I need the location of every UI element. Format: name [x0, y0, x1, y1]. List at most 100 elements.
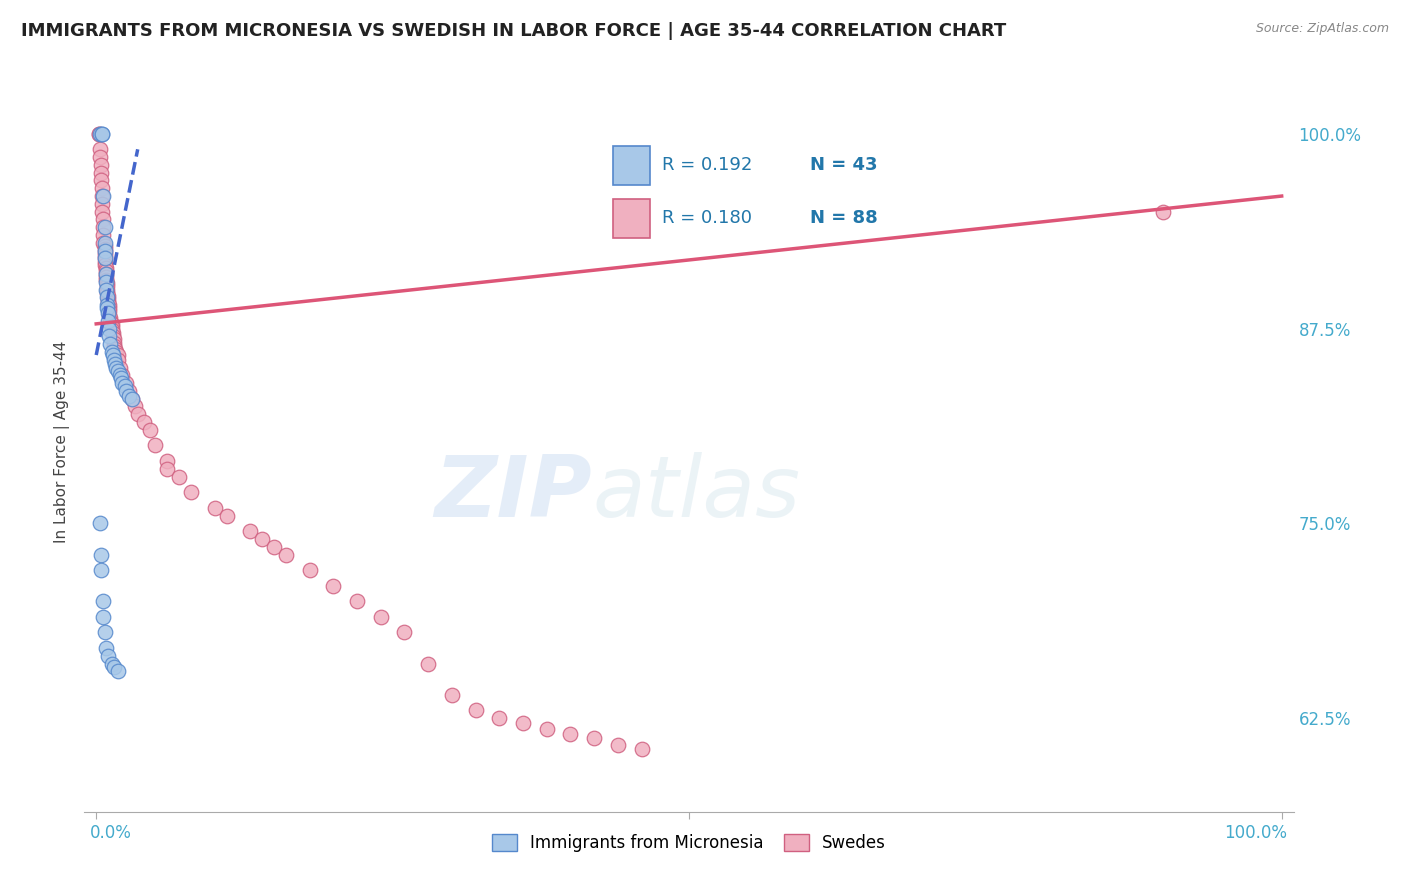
Point: [90, 548, 112, 562]
Point: [418, 657, 440, 671]
Point: [93, 235, 115, 250]
Point: [94, 267, 117, 281]
Point: [250, 532, 273, 546]
Text: atlas: atlas: [592, 452, 800, 535]
Point: [108, 368, 131, 383]
Point: [124, 400, 146, 414]
Point: [96, 277, 118, 291]
Point: [115, 376, 138, 390]
Point: [89, 150, 111, 164]
Point: [94, 264, 117, 278]
Point: [89, 127, 111, 141]
Point: [101, 326, 124, 341]
Point: [215, 508, 238, 523]
Point: [298, 563, 321, 577]
Point: [93, 245, 115, 260]
Point: [91, 127, 114, 141]
Point: [96, 298, 118, 312]
Point: [93, 242, 115, 256]
Point: [239, 524, 262, 538]
Point: [94, 270, 117, 285]
Y-axis label: In Labor Force | Age 35-44: In Labor Force | Age 35-44: [55, 341, 70, 542]
Point: [104, 342, 127, 356]
Point: [132, 415, 155, 429]
Point: [100, 310, 122, 325]
Point: [110, 371, 132, 385]
Text: 0.0%: 0.0%: [90, 824, 132, 842]
Point: [101, 329, 124, 343]
Point: [630, 742, 652, 756]
Point: [274, 548, 297, 562]
Point: [94, 273, 117, 287]
Point: [100, 314, 122, 328]
Point: [91, 204, 114, 219]
Point: [100, 337, 122, 351]
Point: [105, 345, 128, 359]
Point: [108, 360, 131, 375]
Point: [97, 289, 120, 303]
Point: [488, 711, 510, 725]
Point: [97, 292, 120, 306]
Point: [93, 258, 115, 272]
Point: [87, 127, 110, 141]
Point: [121, 392, 143, 406]
Point: [103, 333, 125, 347]
Point: [111, 376, 134, 390]
Point: [93, 239, 115, 253]
Point: [97, 295, 120, 310]
Point: [104, 358, 127, 372]
Point: [100, 323, 122, 337]
Point: [536, 722, 558, 736]
Point: [121, 392, 143, 406]
Point: [90, 563, 112, 577]
Text: ZIP: ZIP: [434, 452, 592, 535]
Point: [96, 301, 118, 316]
Point: [107, 665, 129, 679]
Legend: Immigrants from Micronesia, Swedes: Immigrants from Micronesia, Swedes: [485, 828, 893, 859]
Point: [138, 423, 160, 437]
Point: [89, 516, 111, 531]
Point: [91, 189, 114, 203]
Point: [97, 314, 120, 328]
Point: [91, 610, 114, 624]
Point: [91, 212, 114, 227]
Point: [322, 579, 344, 593]
Point: [96, 279, 118, 293]
Point: [107, 363, 129, 377]
Point: [94, 641, 117, 656]
Point: [87, 127, 110, 141]
Point: [118, 384, 141, 398]
Point: [96, 283, 118, 297]
Point: [606, 738, 628, 752]
Point: [91, 189, 114, 203]
Point: [93, 220, 115, 235]
Point: [100, 320, 122, 334]
Point: [93, 252, 115, 266]
Point: [167, 469, 190, 483]
Point: [118, 388, 141, 402]
Point: [394, 625, 416, 640]
Point: [98, 308, 121, 322]
Point: [97, 648, 120, 663]
Point: [93, 625, 115, 640]
Point: [93, 254, 115, 268]
Point: [93, 248, 115, 262]
Point: [90, 158, 112, 172]
Point: [464, 703, 486, 717]
Point: [96, 285, 118, 300]
Text: IMMIGRANTS FROM MICRONESIA VS SWEDISH IN LABOR FORCE | AGE 35-44 CORRELATION CHA: IMMIGRANTS FROM MICRONESIA VS SWEDISH IN…: [21, 22, 1007, 40]
Point: [103, 339, 125, 353]
Point: [114, 379, 136, 393]
Point: [115, 384, 138, 398]
Point: [93, 252, 115, 266]
Point: [91, 197, 114, 211]
Point: [156, 454, 179, 468]
Point: [89, 142, 111, 156]
Point: [346, 594, 368, 608]
Point: [180, 485, 202, 500]
Text: Source: ZipAtlas.com: Source: ZipAtlas.com: [1256, 22, 1389, 36]
Point: [94, 267, 117, 281]
Point: [103, 659, 125, 673]
Point: [107, 348, 129, 362]
Text: 100.0%: 100.0%: [1225, 824, 1288, 842]
